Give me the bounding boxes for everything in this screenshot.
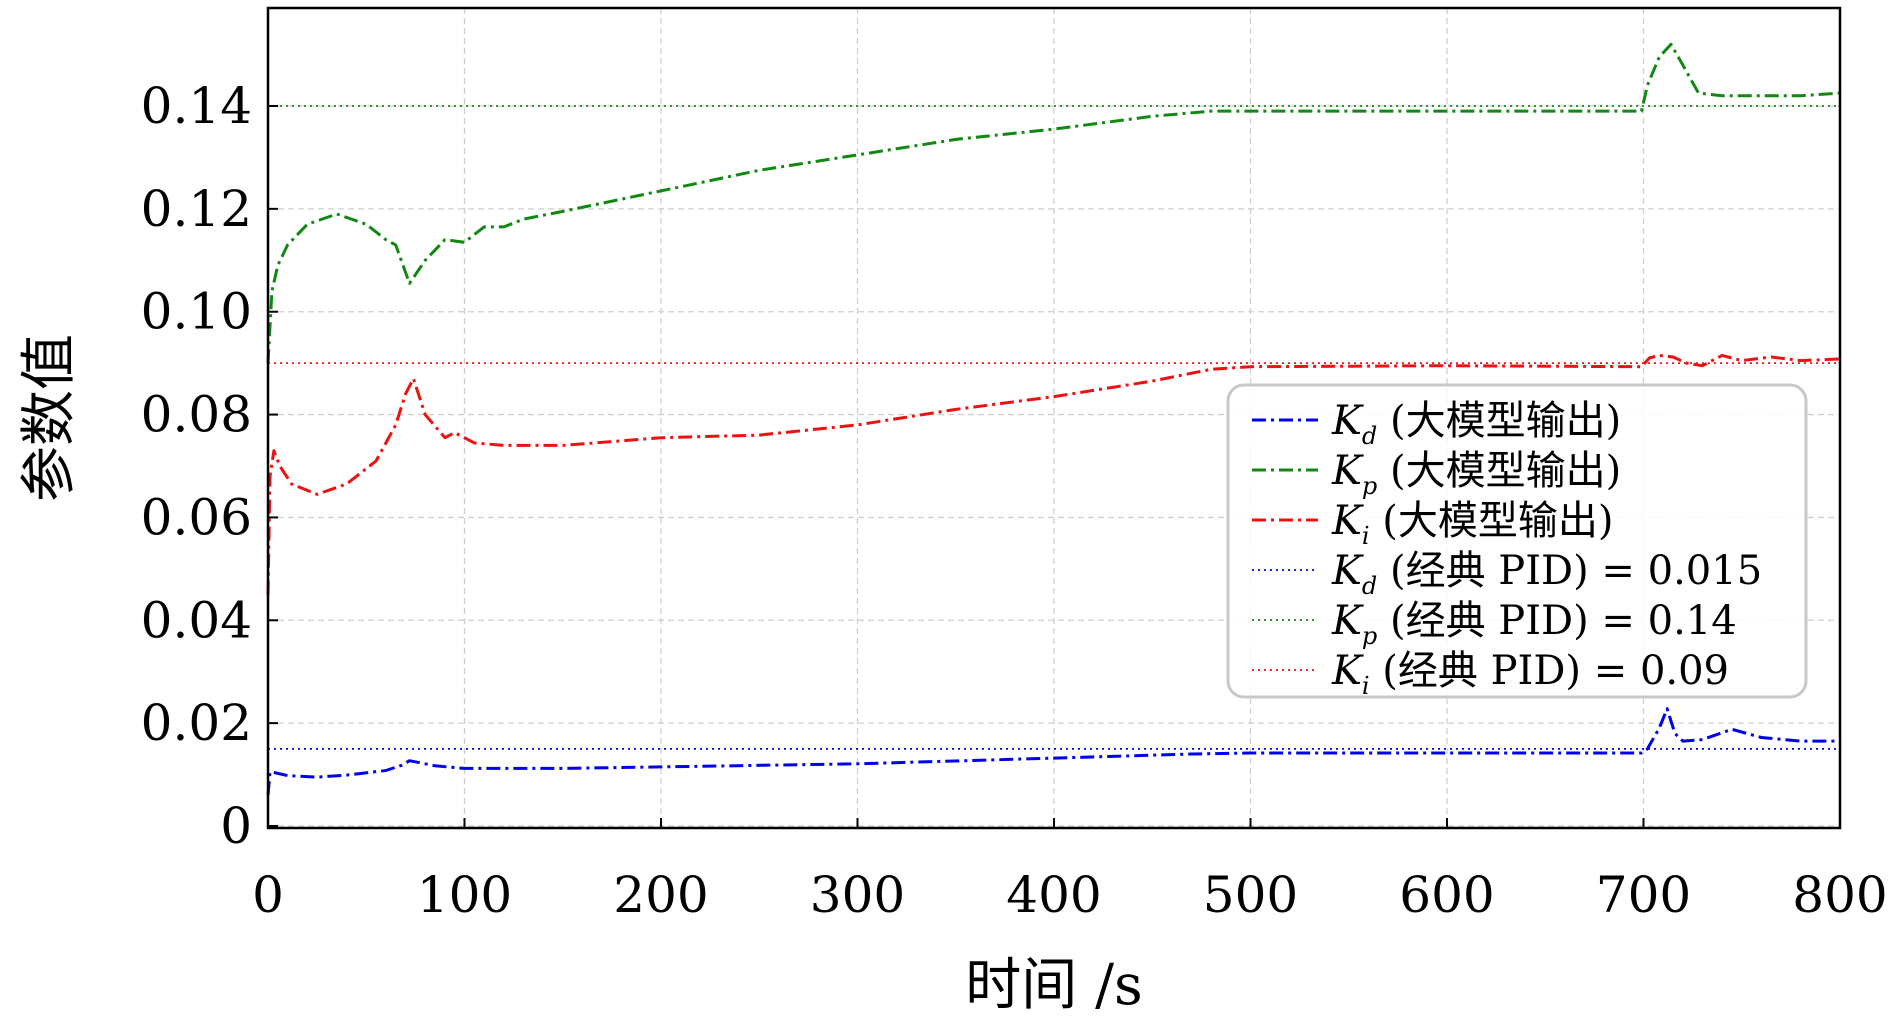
- series-line-1: [266, 42, 1841, 364]
- legend-box: [1226, 383, 1808, 699]
- legend-entry: Kp (大模型输出): [1331, 448, 1621, 500]
- x-tick-label: 300: [810, 866, 905, 924]
- x-tick-label: 600: [1399, 866, 1494, 924]
- x-tick-label: 500: [1203, 866, 1298, 924]
- x-tick-label: 700: [1596, 866, 1691, 924]
- legend-entry: Kd (大模型输出): [1331, 398, 1621, 450]
- legend: Kd (大模型输出)Kp (大模型输出)Ki (大模型输出)Kd (经典 PID…: [1226, 383, 1808, 700]
- x-tick-label: 0: [252, 866, 284, 924]
- y-tick-label: 0.10: [141, 283, 252, 341]
- legend-entry: Kp (经典 PID) = 0.14: [1331, 598, 1737, 650]
- x-tick-label: 200: [613, 866, 708, 924]
- y-tick-label: 0.14: [141, 77, 252, 135]
- series-layer: [266, 42, 1841, 796]
- x-tick-label: 400: [1006, 866, 1101, 924]
- series-line-2: [266, 353, 1841, 595]
- y-tick-label: 0.06: [141, 488, 252, 546]
- x-tick-label: 100: [417, 866, 512, 924]
- y-tick-label: 0.08: [141, 386, 252, 444]
- y-tick-label: 0.02: [141, 694, 252, 752]
- legend-entry: Ki (大模型输出): [1331, 498, 1614, 550]
- x-axis-label: 时间 /s: [965, 953, 1142, 1018]
- y-tick-label: 0: [220, 797, 252, 855]
- y-tick-label: 0.12: [141, 180, 252, 238]
- legend-entry: Kd (经典 PID) = 0.015: [1331, 548, 1762, 600]
- ticks: 0 100 200 300 400 500 600 700 800 0 0.02 0.04 0.06 0.…: [141, 77, 1888, 924]
- x-tick-label: 800: [1792, 866, 1887, 924]
- legend-entry: Ki (经典 PID) = 0.09: [1331, 648, 1729, 700]
- y-tick-label: 0.04: [141, 591, 252, 649]
- y-axis-label: 参数值: [17, 334, 82, 502]
- series-line-0: [266, 707, 1840, 796]
